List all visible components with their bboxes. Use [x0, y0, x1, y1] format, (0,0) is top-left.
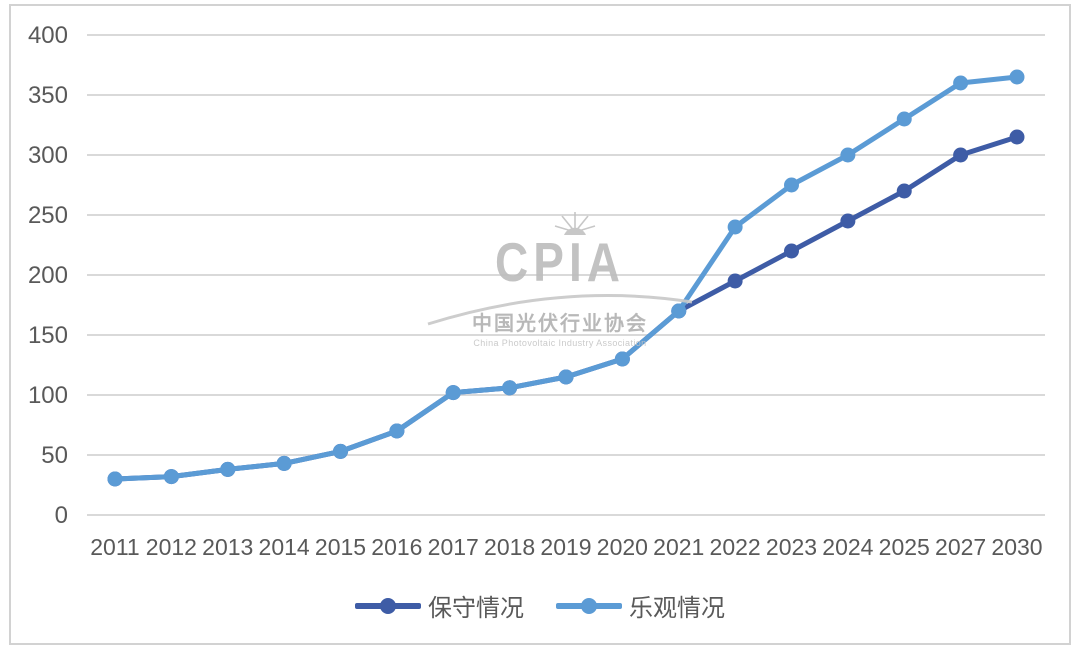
x-axis-tick-label: 2015	[315, 534, 366, 560]
legend-marker-dot-conservative	[380, 597, 396, 614]
x-axis-tick-label: 2021	[653, 534, 704, 560]
data-point-conservative-2022	[727, 273, 743, 289]
y-axis-tick-label: 100	[28, 382, 68, 409]
data-point-optimistic-2027	[953, 75, 969, 91]
chart-legend: 保守情况 乐观情况	[0, 588, 1080, 623]
x-axis-tick-label: 2025	[879, 534, 930, 560]
data-point-conservative-2023	[784, 243, 799, 259]
legend-label-conservative: 保守情况	[428, 595, 524, 622]
y-axis-tick-label: 50	[41, 442, 68, 469]
data-point-optimistic-2022	[727, 219, 743, 235]
data-point-optimistic-2019	[558, 369, 574, 385]
y-axis-tick-label: 150	[28, 322, 68, 349]
data-point-optimistic-2015	[333, 443, 348, 459]
data-point-optimistic-2011	[107, 471, 123, 487]
x-axis-tick-label: 2023	[766, 534, 817, 560]
y-axis-tick-label: 400	[28, 22, 68, 49]
data-point-conservative-2027	[953, 147, 969, 163]
data-point-conservative-2024	[840, 213, 856, 229]
data-point-optimistic-2013	[220, 461, 236, 477]
y-axis-tick-label: 300	[28, 142, 68, 169]
x-axis-tick-label: 2022	[710, 534, 761, 560]
legend-item-conservative: 保守情况	[355, 588, 524, 623]
x-axis-tick-label: 2030	[991, 534, 1042, 560]
legend-marker-optimistic	[556, 597, 622, 614]
series-line-conservative	[112, 134, 1020, 482]
x-axis-tick-label: 2020	[597, 534, 648, 560]
data-point-optimistic-2023	[784, 177, 799, 193]
data-point-optimistic-2018	[502, 380, 518, 396]
x-axis-tick-label: 2019	[540, 534, 591, 560]
x-axis-tick-label: 2018	[484, 534, 535, 560]
data-point-optimistic-2025	[896, 111, 912, 127]
data-point-optimistic-2021	[671, 303, 687, 319]
data-point-optimistic-2012	[163, 469, 179, 485]
data-point-optimistic-2014	[276, 455, 292, 471]
data-point-optimistic-2020	[614, 351, 630, 367]
y-axis-tick-label: 250	[28, 202, 68, 229]
x-axis-tick-label: 2011	[90, 534, 139, 560]
data-point-optimistic-2017	[445, 385, 461, 401]
data-point-conservative-2025	[896, 183, 912, 199]
x-axis-tick-label: 2014	[259, 534, 310, 560]
y-axis-tick-label: 0	[55, 502, 68, 529]
x-axis-tick-label: 2017	[428, 534, 479, 560]
y-axis-tick-label: 200	[28, 262, 68, 289]
legend-marker-dot-optimistic	[581, 597, 597, 614]
data-point-optimistic-2030	[1009, 69, 1025, 85]
legend-label-optimistic: 乐观情况	[629, 595, 725, 622]
legend-item-optimistic: 乐观情况	[556, 588, 725, 623]
x-axis-tick-label: 2024	[822, 534, 873, 560]
y-axis-tick-label: 350	[28, 82, 68, 109]
data-point-conservative-2030	[1009, 129, 1025, 145]
x-axis-tick-label: 2016	[371, 534, 422, 560]
x-axis-tick-label: 2012	[146, 534, 197, 560]
x-axis-tick-label: 2013	[202, 534, 253, 560]
series-line-optimistic	[112, 74, 1020, 482]
legend-marker-conservative	[355, 597, 421, 614]
data-point-optimistic-2016	[389, 423, 405, 439]
x-axis-tick-label: 2027	[935, 534, 986, 560]
data-point-optimistic-2024	[840, 147, 856, 163]
